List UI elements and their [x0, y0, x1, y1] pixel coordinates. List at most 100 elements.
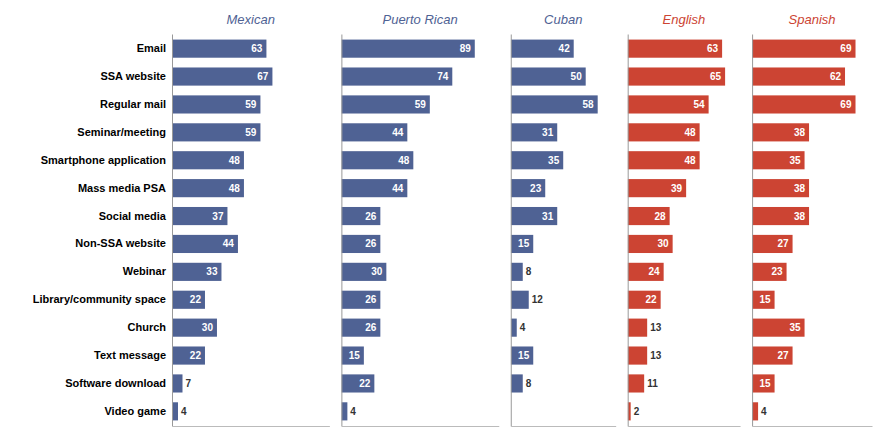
y-tick: Text message	[94, 349, 172, 361]
data-label: 59	[415, 99, 427, 110]
y-tick: Social media	[99, 210, 172, 222]
data-label: 8	[526, 378, 532, 389]
bar	[628, 235, 673, 253]
data-label: 44	[392, 183, 404, 194]
y-axis-line	[511, 35, 512, 427]
y-tick: Non-SSA website	[75, 237, 172, 249]
y-tick: Regular mail	[100, 98, 172, 110]
bar	[511, 151, 563, 169]
bar	[752, 319, 804, 337]
data-label: 4	[350, 406, 356, 417]
panel: 42505831352331158124158Cuban	[511, 12, 616, 427]
panel-title: English	[663, 12, 706, 27]
data-label: 22	[359, 378, 371, 389]
category-label: Social media	[99, 210, 167, 222]
data-label: 23	[530, 183, 542, 194]
bar	[341, 291, 380, 309]
bar	[511, 207, 557, 225]
bar	[752, 207, 809, 225]
category-label: Webinar	[123, 265, 167, 277]
x-axis-line	[753, 426, 873, 427]
data-label: 50	[571, 71, 583, 82]
bar	[752, 346, 792, 364]
bars	[511, 40, 598, 393]
bar	[752, 123, 809, 141]
data-label: 58	[583, 99, 595, 110]
bar	[341, 95, 429, 113]
data-label: 31	[542, 211, 554, 222]
data-label: 54	[693, 99, 705, 110]
bar	[172, 95, 260, 113]
data-label: 59	[245, 99, 257, 110]
y-axis-line	[628, 35, 629, 427]
category-label: Mass media PSA	[78, 182, 166, 194]
data-label: 26	[365, 238, 377, 249]
bar	[341, 67, 452, 85]
bar	[752, 95, 855, 113]
x-axis	[342, 426, 499, 427]
data-label: 30	[658, 238, 670, 249]
bar	[628, 40, 722, 58]
y-tick: SSA website	[100, 70, 172, 82]
x-axis	[628, 426, 740, 427]
bar	[752, 291, 774, 309]
x-axis	[511, 426, 616, 427]
data-label: 11	[647, 378, 658, 389]
x-axis-line	[628, 426, 740, 427]
data-label: 15	[349, 350, 361, 361]
bar	[511, 291, 529, 309]
bar	[752, 179, 809, 197]
panel-title: Cuban	[544, 12, 582, 27]
data-label: 12	[532, 294, 544, 305]
bars	[172, 40, 272, 421]
bar	[511, 123, 557, 141]
bar	[172, 151, 244, 169]
bar	[628, 151, 700, 169]
data-labels: 636554484839283024221313112	[634, 43, 722, 417]
category-label: Software download	[65, 377, 166, 389]
x-axis-line	[173, 426, 330, 427]
data-label: 26	[365, 211, 377, 222]
bar	[341, 263, 386, 281]
category-label: Regular mail	[100, 98, 166, 110]
x-axis	[173, 426, 330, 427]
data-label: 89	[460, 43, 472, 54]
bar	[341, 40, 474, 58]
bar	[511, 263, 523, 281]
panel-title: Puerto Rican	[382, 12, 457, 27]
bar	[341, 207, 380, 225]
data-label: 69	[840, 43, 852, 54]
y-tick: Library/community space	[33, 293, 172, 305]
chart: EmailSSA websiteRegular mailSeminar/meet…	[0, 0, 884, 440]
panel-title: Spanish	[789, 12, 836, 27]
bar	[341, 374, 374, 392]
bar	[628, 179, 686, 197]
bar	[172, 123, 260, 141]
data-label: 63	[707, 43, 719, 54]
bar	[172, 374, 182, 392]
data-label: 35	[548, 155, 560, 166]
bar	[172, 235, 238, 253]
y-tick: Software download	[65, 377, 172, 389]
bar	[511, 374, 523, 392]
data-label: 35	[789, 155, 801, 166]
data-label: 35	[789, 322, 801, 333]
data-labels: 63675959484837443322302274	[181, 43, 269, 417]
bar	[628, 95, 709, 113]
data-label: 22	[190, 294, 202, 305]
bar	[172, 319, 217, 337]
bar	[172, 67, 272, 85]
bar	[752, 235, 792, 253]
bar	[628, 319, 647, 337]
data-label: 42	[559, 43, 571, 54]
category-label: Smartphone application	[41, 154, 167, 166]
data-label: 38	[794, 127, 806, 138]
data-label: 15	[518, 350, 530, 361]
data-label: 39	[671, 183, 683, 194]
bar	[511, 235, 533, 253]
bar	[628, 207, 670, 225]
data-label: 37	[212, 211, 224, 222]
data-label: 22	[190, 350, 202, 361]
bar	[752, 67, 845, 85]
x-axis-line	[511, 426, 616, 427]
